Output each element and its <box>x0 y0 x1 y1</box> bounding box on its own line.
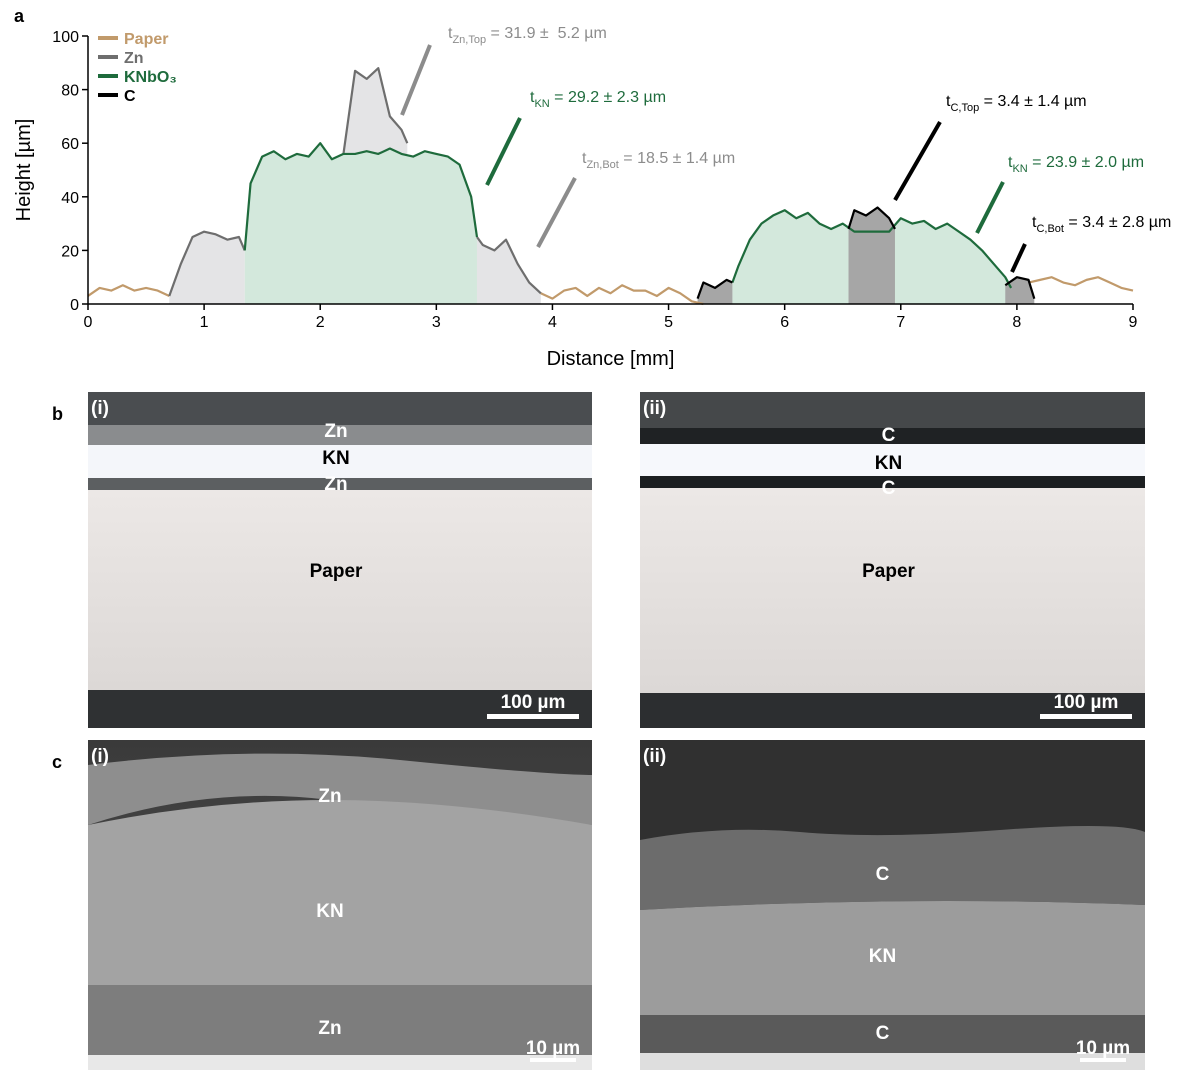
figure: a 0 1 2 3 4 5 6 7 8 9 0 20 40 60 80 100 Distance [mm] Hei… <box>0 0 1193 1070</box>
layer-label: Zn <box>318 786 341 807</box>
layer-label: KN <box>869 946 896 967</box>
plot: 0 1 2 3 4 5 6 7 8 9 0 20 40 60 80 100 Distance [mm] Heigh… <box>13 25 1171 370</box>
micrograph <box>640 740 1145 1070</box>
annotation-sub: KN <box>534 98 549 110</box>
panel-label: a <box>14 6 25 26</box>
area <box>245 143 477 304</box>
layer-label: KN <box>875 453 902 474</box>
annotation: tKN = 23.9 ± 2.0 µm <box>1008 154 1144 175</box>
annotation-text: = 3.4 ± 1.4 µm <box>979 93 1086 110</box>
y-tick-label: 40 <box>61 190 79 207</box>
panel-label: b <box>52 404 63 424</box>
x-tick-label: 4 <box>548 314 557 331</box>
x-tick-label: 2 <box>316 314 325 331</box>
leader-line <box>487 118 520 185</box>
layer-label: Zn <box>318 1018 341 1039</box>
annotation: tC,Top = 3.4 ± 1.4 µm <box>946 93 1087 114</box>
x-tick-label: 1 <box>200 314 209 331</box>
layer-label: C <box>882 478 896 499</box>
y-tick-label: 20 <box>61 243 79 260</box>
image-tag: (ii) <box>643 746 666 767</box>
x-tick-label: 5 <box>664 314 673 331</box>
annotation-sub: KN <box>1012 163 1027 175</box>
y-tick-label: 100 <box>52 29 79 46</box>
x-tick-label: 6 <box>780 314 789 331</box>
layer-label: KN <box>316 901 343 922</box>
scale-bar-label: 10 µm <box>1076 1038 1130 1059</box>
annotation: tZn,Top = 31.9 ± 5.2 µm <box>448 25 607 46</box>
micrograph <box>88 392 592 728</box>
annotation-sub: Zn,Top <box>452 34 486 46</box>
y-tick-label: 80 <box>61 83 79 100</box>
leader-line <box>538 178 575 247</box>
annotation-sub: C,Bot <box>1036 223 1064 235</box>
x-tick-label: 8 <box>1012 314 1021 331</box>
annotation: tKN = 29.2 ± 2.3 µm <box>530 89 666 110</box>
y-tick-label: 60 <box>61 136 79 153</box>
x-tick-label: 9 <box>1129 314 1138 331</box>
legend-label: Paper <box>124 31 168 48</box>
layer-label: Paper <box>310 561 363 582</box>
annotation-text: = 29.2 ± 2.3 µm <box>550 89 666 106</box>
image-tag: (i) <box>91 398 109 419</box>
scale-bar-label: 10 µm <box>526 1038 580 1059</box>
layer-label: Zn <box>324 474 347 495</box>
panel-label: c <box>52 752 62 772</box>
x-tick-label: 0 <box>84 314 93 331</box>
annotation-text: = 23.9 ± 2.0 µm <box>1028 154 1144 171</box>
legend-label: C <box>124 88 136 105</box>
legend-label: Zn <box>124 50 144 67</box>
layer-label: C <box>876 1023 890 1044</box>
image-tag: (i) <box>91 746 109 767</box>
image-tag: (ii) <box>643 398 666 419</box>
annotation: tZn,Bot = 18.5 ± 1.4 µm <box>582 150 735 171</box>
area <box>849 208 895 304</box>
layer-label: KN <box>322 448 349 469</box>
leader-line <box>895 122 940 200</box>
scale-bar-label: 100 µm <box>501 692 566 713</box>
y-axis-label: Height [µm] <box>13 119 35 222</box>
leader-line <box>1012 244 1025 272</box>
layer-label: Paper <box>862 561 915 582</box>
annotation-text: = 3.4 ± 2.8 µm <box>1064 214 1171 231</box>
x-tick-label: 7 <box>896 314 905 331</box>
leader-line <box>402 45 430 115</box>
annotation-sub: C,Top <box>950 102 979 114</box>
annotation-text: = 31.9 ± 5.2 µm <box>486 25 607 42</box>
x-tick-label: 3 <box>432 314 441 331</box>
x-axis-label: Distance [mm] <box>547 348 675 370</box>
layer-label: C <box>876 864 890 885</box>
annotation: tC,Bot = 3.4 ± 2.8 µm <box>1032 214 1171 235</box>
leader-line <box>977 182 1003 233</box>
legend-label: KNbO₃ <box>124 69 177 86</box>
layer-label: Zn <box>324 421 347 442</box>
layer-label: C <box>882 425 896 446</box>
scale-bar-label: 100 µm <box>1054 692 1119 713</box>
annotation-sub: Zn,Bot <box>586 159 618 171</box>
y-tick-label: 0 <box>70 297 79 314</box>
annotation-text: = 18.5 ± 1.4 µm <box>619 150 735 167</box>
